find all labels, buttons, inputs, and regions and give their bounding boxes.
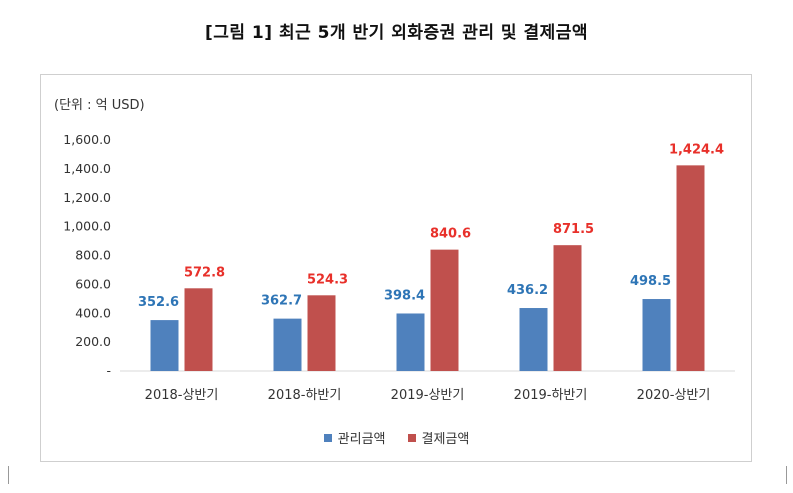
data-label: 871.5 [553,222,594,237]
legend-item-series-1: 결제금액 [407,428,470,447]
legend-item-series-0: 관리금액 [323,428,386,447]
x-tick-label: 2018-상반기 [145,388,219,403]
y-tick-label: 800.0 [75,248,111,263]
data-label: 398.4 [384,288,425,303]
y-tick-label: 1,200.0 [63,190,111,205]
bar-management [150,320,179,371]
y-tick-label: 1,600.0 [63,132,111,147]
bar-management [519,308,548,371]
bar-management [273,318,302,371]
legend-label-series-1: 결제금액 [421,432,470,447]
data-label: 840.6 [430,227,471,242]
x-tick-label: 2019-상반기 [391,388,465,403]
legend: 관리금액 결제금액 [0,428,793,447]
chart-frame [40,74,752,462]
legend-swatch-series-0 [323,433,332,442]
x-tick-label: 2020-상반기 [637,388,711,403]
x-tick-label: 2018-하반기 [268,388,342,403]
legend-label-series-0: 관리금액 [337,432,386,447]
page-edge-mark-right [786,466,787,484]
y-tick-label: 200.0 [75,334,111,349]
data-label: 436.2 [507,283,548,298]
bar-management [396,313,425,371]
data-label: 352.6 [138,295,179,310]
bar-settlement [184,288,213,371]
bar-management [642,299,671,371]
bar-settlement [307,295,336,371]
y-tick-label: 400.0 [75,305,111,320]
data-label: 524.3 [307,272,348,287]
data-label: 1,424.4 [669,142,724,157]
data-label: 572.8 [184,265,225,280]
figure-caption: [그림 1] 최근 5개 반기 외화증권 관리 및 결제금액 [204,23,589,43]
y-tick-label: 600.0 [75,276,111,291]
data-label: 498.5 [630,274,671,289]
y-tick-label: 1,400.0 [63,161,111,176]
x-tick-label: 2019-하반기 [514,388,588,403]
legend-swatch-series-1 [407,433,416,442]
bar-settlement [676,165,705,371]
y-tick-label: - [106,363,111,378]
bar-settlement [430,249,459,371]
page-edge-mark-left [8,466,9,484]
y-tick-label: 1,000.0 [63,219,111,234]
unit-label: (단위 : 억 USD) [54,98,145,113]
bar-settlement [553,245,582,371]
data-label: 362.7 [261,294,302,309]
